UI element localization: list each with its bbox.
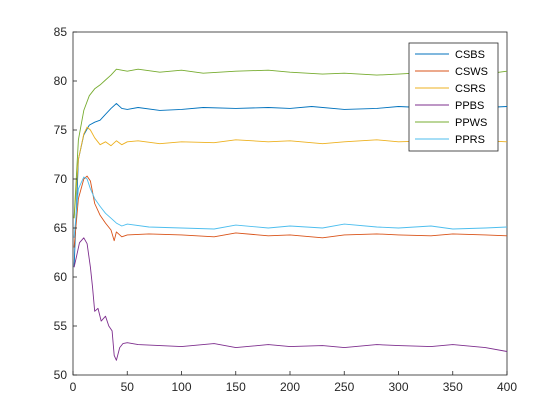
series-line-csrs	[73, 126, 508, 219]
legend-label-csws: CSWS	[455, 66, 488, 78]
x-tick-label: 50	[121, 380, 135, 394]
x-tick-label: 350	[443, 380, 463, 394]
y-tick-label: 70	[54, 172, 68, 186]
legend: CSBS CSWS CSRS PPBS PPWS PPRS	[408, 42, 499, 152]
series-line-pprs	[73, 176, 508, 238]
y-tick-label: 75	[54, 123, 68, 137]
series-line-ppws	[73, 68, 508, 219]
legend-label-csbs: CSBS	[455, 49, 485, 61]
series-line-ppbs	[73, 237, 508, 361]
legend-label-ppws: PPWS	[455, 117, 487, 129]
y-tick-label: 80	[54, 74, 68, 88]
y-tick-label: 60	[54, 270, 68, 284]
y-tick-label: 55	[54, 319, 68, 333]
y-tick-label: 50	[54, 368, 68, 382]
legend-label-ppbs: PPBS	[455, 100, 484, 112]
x-tick-label: 100	[171, 380, 191, 394]
x-tick-label: 300	[388, 380, 408, 394]
series-layer	[73, 68, 508, 361]
x-tick-label: 250	[334, 380, 354, 394]
x-tick-label: 150	[226, 380, 246, 394]
series-line-csws	[73, 175, 508, 248]
legend-label-csrs: CSRS	[455, 83, 486, 95]
y-tick-label: 65	[54, 221, 68, 235]
x-tick-label: 200	[280, 380, 300, 394]
series-line-csbs	[73, 103, 508, 268]
legend-box	[408, 42, 499, 152]
legend-label-pprs: PPRS	[455, 134, 485, 146]
y-tick-label: 85	[54, 25, 68, 39]
x-tick-label: 400	[497, 380, 517, 394]
x-tick-label: 0	[70, 380, 77, 394]
